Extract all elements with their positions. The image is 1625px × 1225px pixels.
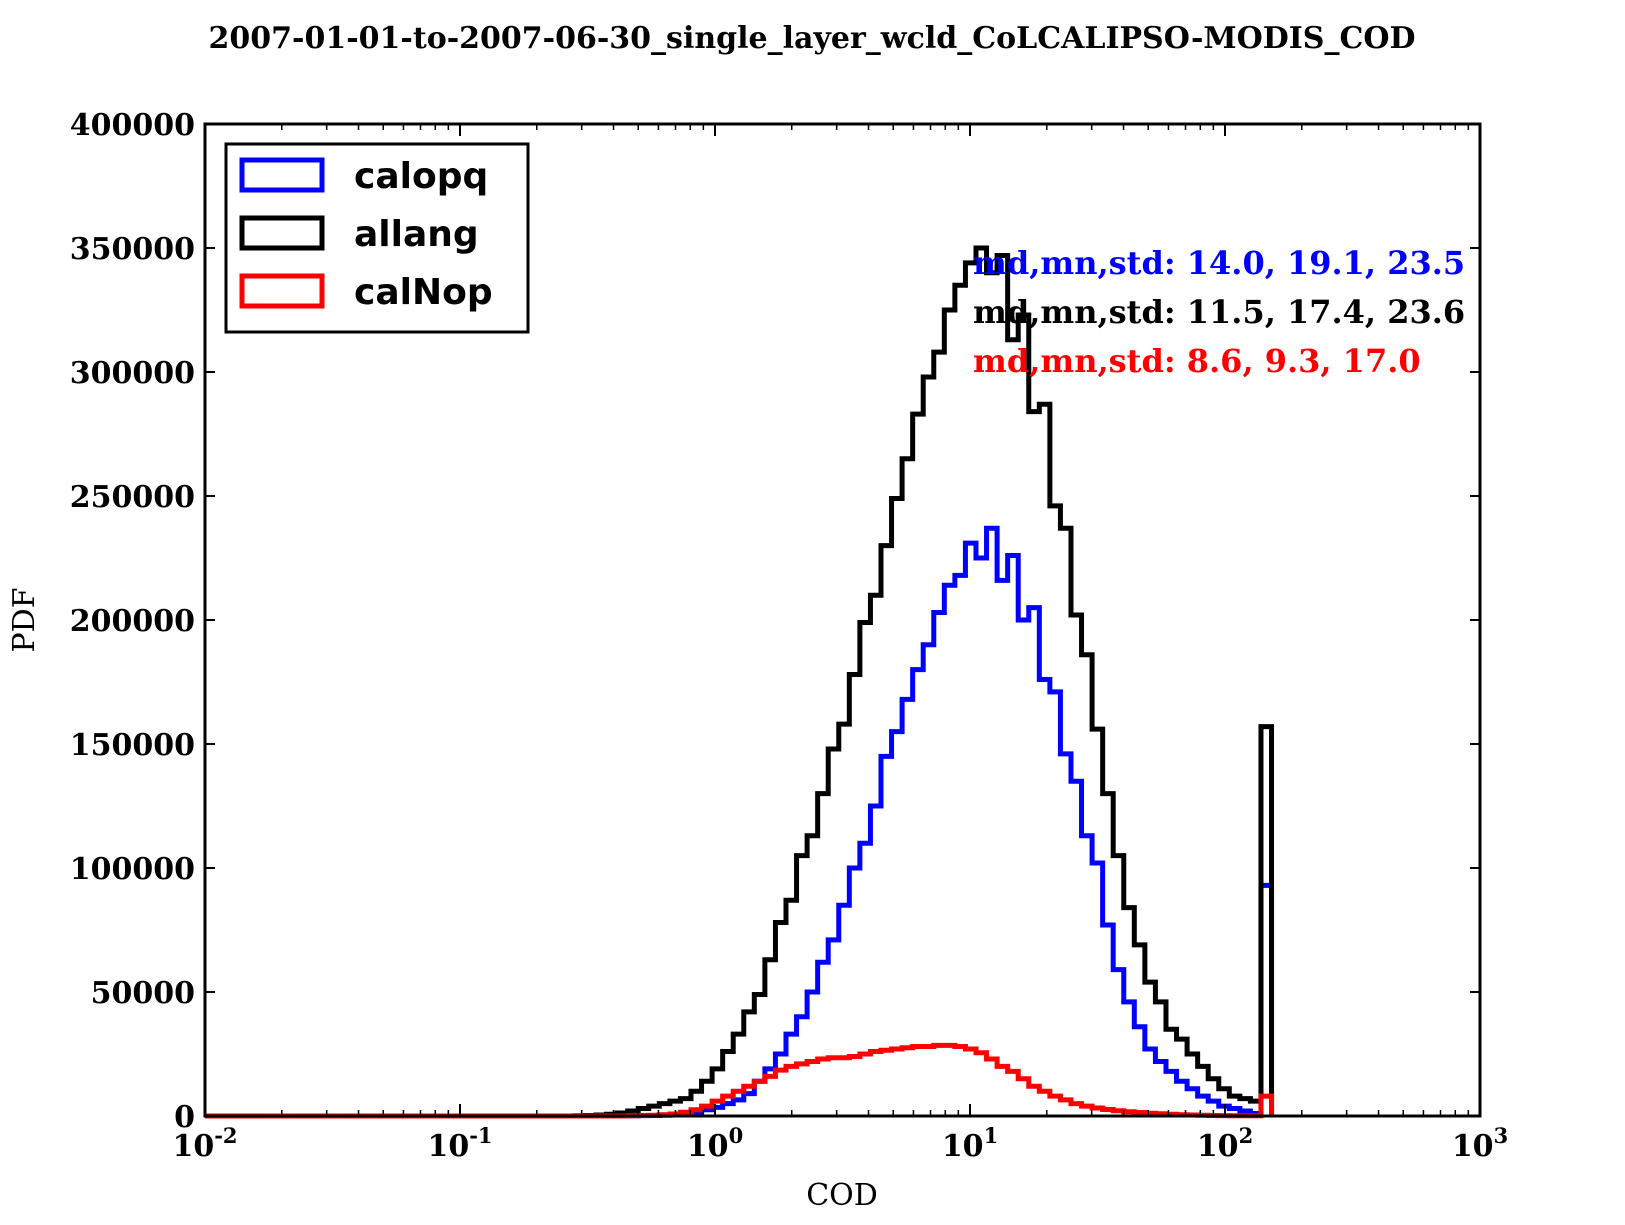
ticks-layer: 0 50000 100000 150000 200000 250000 300000 3500… xyxy=(70,108,1508,1164)
y-tick-label: 250000 xyxy=(70,480,195,515)
y-axis-label: PDF xyxy=(7,587,42,652)
y-tick-label: 50000 xyxy=(91,976,195,1011)
x-tick-label: 101 xyxy=(942,1123,998,1164)
stat-label-allang: md,mn,std: 11.5, 17.4, 23.6 xyxy=(973,293,1465,331)
y-tick-label: 200000 xyxy=(70,604,195,639)
x-tick-label: 10-1 xyxy=(427,1123,492,1164)
x-tick-label: 103 xyxy=(1452,1123,1508,1164)
x-tick-label: 100 xyxy=(687,1123,743,1164)
legend-label-calopq: calopq xyxy=(354,156,488,197)
y-tick-label: 350000 xyxy=(70,232,195,267)
x-tick-label: 10-2 xyxy=(172,1123,237,1164)
stat-label-calNop: md,mn,std: 8.6, 9.3, 17.0 xyxy=(973,342,1421,380)
y-tick-label: 0 xyxy=(174,1100,195,1135)
stat-label-calopq: md,mn,std: 14.0, 19.1, 23.5 xyxy=(973,244,1465,282)
legend: calopq allang calNop xyxy=(224,142,530,334)
x-axis-label: COD xyxy=(806,1178,878,1213)
y-tick-label: 100000 xyxy=(70,852,195,887)
legend-label-allang: allang xyxy=(354,214,479,255)
y-tick-label: 400000 xyxy=(70,108,195,143)
stats-annotations: md,mn,std: 14.0, 19.1, 23.5 md,mn,std: 11… xyxy=(973,244,1465,380)
y-tick-label: 150000 xyxy=(70,728,195,763)
y-tick-label: 300000 xyxy=(70,356,195,391)
chart-title: 2007-01-01-to-2007-06-30_single_layer_wc… xyxy=(209,21,1416,56)
legend-swatch-calNop xyxy=(239,273,325,309)
legend-swatch-allang xyxy=(239,215,325,251)
legend-label-calNop: calNop xyxy=(354,272,493,313)
x-tick-label: 102 xyxy=(1197,1123,1253,1164)
legend-swatch-calopq xyxy=(239,157,325,193)
series-calNop-outline xyxy=(205,1042,1275,1119)
legend-box xyxy=(224,142,530,334)
